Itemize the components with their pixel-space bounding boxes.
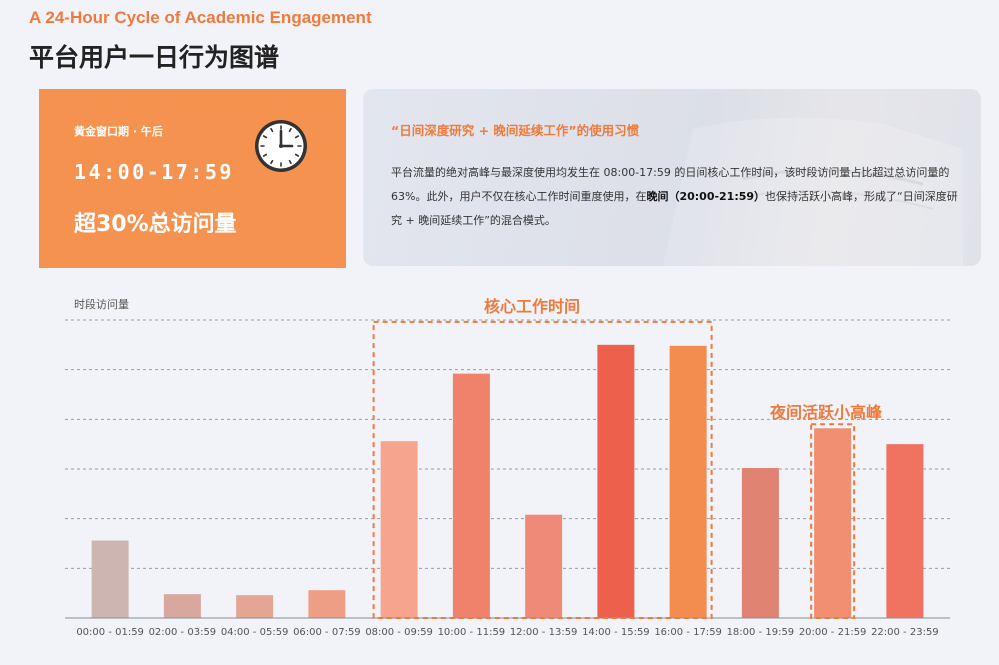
- x-tick-label: 10:00 - 11:59: [438, 627, 506, 638]
- x-tick-label: 00:00 - 01:59: [76, 627, 144, 638]
- bar-04000559: [236, 595, 274, 618]
- x-tick-label: 02:00 - 03:59: [149, 627, 217, 638]
- bar-02000359: [163, 594, 201, 618]
- x-tick-label: 16:00 - 17:59: [654, 627, 722, 638]
- highlight-stat: 超30%总访问量: [74, 212, 237, 237]
- x-tick-label: 12:00 - 13:59: [510, 627, 578, 638]
- bar-16001759: [669, 345, 707, 618]
- y-axis-title: 时段访问量: [74, 298, 129, 311]
- highlight-card: 黄金窗口期 · 午后 14:00-17:59 超30%总访问量: [39, 89, 346, 268]
- core-hours-box: [372, 320, 713, 619]
- insight-body-bold: 晚间（20:00-21:59）: [646, 190, 766, 203]
- bar-22002359: [886, 444, 924, 618]
- highlight-label: 黄金窗口期 · 午后: [74, 125, 163, 138]
- insight-body: 平台流量的绝对高峰与最深度使用均发生在 08:00-17:59 的日间核心工作时…: [391, 161, 959, 233]
- bar-20002159: [814, 428, 852, 618]
- clock-icon: [255, 120, 307, 172]
- page-title: 平台用户一日行为图谱: [29, 43, 280, 72]
- bar-08000959: [380, 441, 418, 618]
- x-tick-label: 06:00 - 07:59: [293, 627, 361, 638]
- x-tick-label: 18:00 - 19:59: [727, 627, 795, 638]
- bar-12001359: [525, 514, 563, 618]
- x-tick-label: 22:00 - 23:59: [871, 627, 939, 638]
- chart-kicker: A 24-Hour Cycle of Academic Engagement: [29, 8, 372, 27]
- annotation-night-peak: 夜间活跃小高峰: [770, 403, 883, 422]
- book-background-image: [663, 117, 963, 266]
- x-tick-label: 14:00 - 15:59: [582, 627, 650, 638]
- annotation-core-hours: 核心工作时间: [484, 297, 581, 316]
- insight-body-text-2: 也保持活跃小高峰，形成了“日间深度研究 + 晚间延续工作”的混合模式。: [391, 190, 958, 227]
- highlight-time-range: 14:00-17:59: [74, 160, 234, 184]
- x-tick-label: 04:00 - 05:59: [221, 627, 289, 638]
- x-tick-label: 08:00 - 09:59: [365, 627, 433, 638]
- bar-06000759: [308, 590, 346, 618]
- chart-plot: 00:00 - 01:59 02:00 - 03:59 04:00 - 05:59 0…: [65, 319, 950, 638]
- night-peak-box: [810, 423, 856, 619]
- bar-14001559: [597, 344, 635, 618]
- insight-card: “日间深度研究 + 晚间延续工作”的使用习惯 平台流量的绝对高峰与最深度使用均发…: [363, 89, 981, 266]
- insight-body-text-1: 平台流量的绝对高峰与最深度使用均发生在 08:00-17:59 的日间核心工作时…: [391, 166, 950, 203]
- bar-00000159: [91, 540, 129, 618]
- bar-chart: 时段访问量 核心工作时间 夜间活跃小高峰 00:00 - 01:59 02:00 …: [0, 280, 999, 665]
- bar-10001159: [452, 373, 490, 618]
- x-tick-label: 20:00 - 21:59: [799, 627, 867, 638]
- insight-subtitle: “日间深度研究 + 晚间延续工作”的使用习惯: [391, 123, 640, 138]
- bar-18001959: [741, 468, 779, 618]
